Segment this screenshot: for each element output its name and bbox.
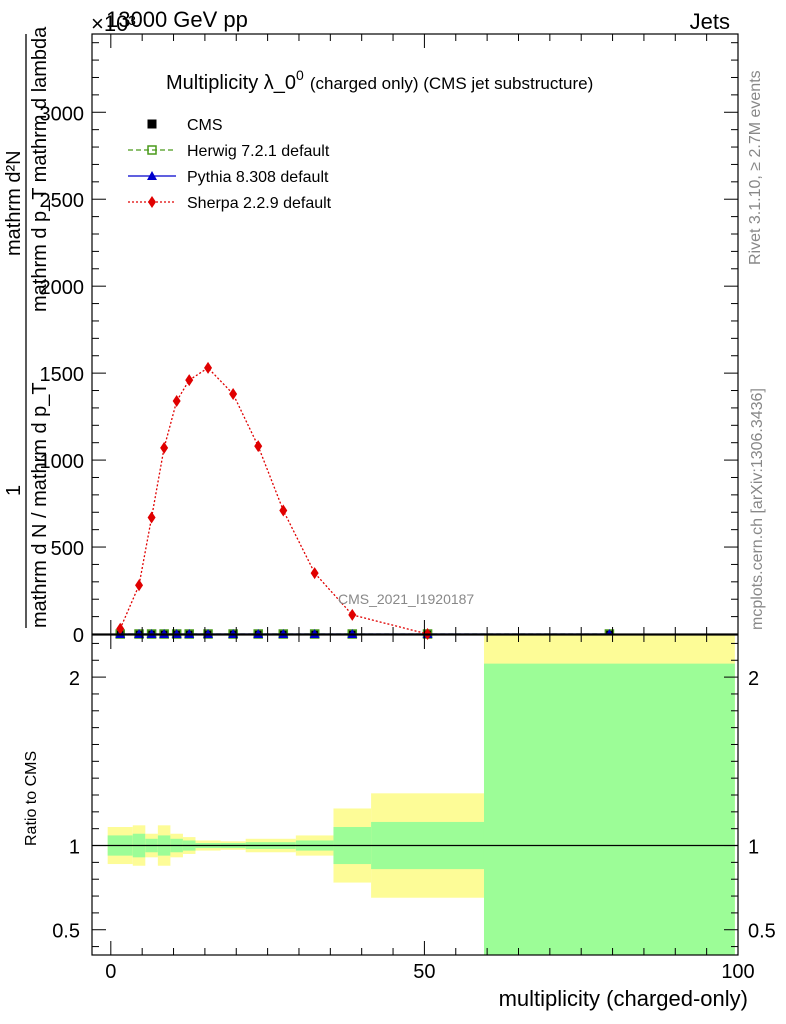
rivet-label: Rivet 3.1.10, ≥ 2.7M events xyxy=(747,70,764,265)
x-tick-label: 0 xyxy=(105,961,116,983)
data-point xyxy=(172,394,181,407)
main-y-tick-label: 500 xyxy=(51,538,84,560)
y-axis-title-prefactor: 1 xyxy=(3,485,25,496)
data-point xyxy=(116,622,125,635)
ratio-y-tick-label-right: 1 xyxy=(748,837,759,859)
analysis-watermark: CMS_2021_I1920187 xyxy=(338,591,474,607)
legend-marker xyxy=(147,145,157,155)
main-y-tick-label: 3000 xyxy=(40,103,85,125)
x-tick-label: 100 xyxy=(721,961,754,983)
x-tick-label: 50 xyxy=(413,961,435,983)
chart-title: Multiplicity λ_00 (charged only) (CMS jet… xyxy=(166,67,593,94)
data-point xyxy=(229,388,238,400)
chart-title-main: Multiplicity λ_0 xyxy=(166,72,296,94)
main-y-tick-label: 2000 xyxy=(40,277,85,299)
ratio-y-tick-label-right: 2 xyxy=(748,668,759,690)
ratio-y-tick-label: 2 xyxy=(69,668,80,690)
series-sherpa-2-2-9-default xyxy=(116,361,432,640)
ratio-y-tick-label: 1 xyxy=(69,837,80,859)
data-point xyxy=(279,504,288,517)
legend-item: Sherpa 2.2.9 default xyxy=(128,195,332,212)
legend: CMS Herwig 7.2.1 default Pythia 8.308 defa… xyxy=(128,117,332,212)
y-axis-title-denominator: mathrm d p_T mathrm d lambda xyxy=(29,26,51,312)
data-point xyxy=(310,567,319,580)
legend-marker xyxy=(147,171,157,180)
legend-marker xyxy=(147,119,157,129)
exponent-label: ×10³ xyxy=(91,11,136,36)
chart-title-sup: 0 xyxy=(296,67,304,83)
data-point xyxy=(135,579,144,592)
main-axes: 0 500 1000 1500 2000 2500 3000 xyxy=(40,33,739,647)
legend-item: CMS xyxy=(147,117,223,134)
main-y-tick-label: 1000 xyxy=(40,451,85,473)
legend-marker xyxy=(148,196,156,208)
x-axis-title: multiplicity (charged-only) xyxy=(499,986,748,1011)
energy-label: 13000 GeV pp xyxy=(106,7,248,32)
ratio-bands-layer xyxy=(92,635,738,955)
legend-label: CMS xyxy=(187,117,223,134)
process-label: Jets xyxy=(690,9,730,34)
ratio-y-tick-label: 0.5 xyxy=(52,921,80,943)
main-y-tick-label: 2500 xyxy=(40,190,85,212)
mcplots-label: mcplots.cern.ch [arXiv:1306.3436] xyxy=(749,388,766,630)
data-point xyxy=(254,440,263,453)
legend-label: Herwig 7.2.1 default xyxy=(187,143,330,160)
legend-item: Pythia 8.308 default xyxy=(128,169,329,186)
ratio-axes: 0 50 100 0.5 0.5 1 1 2 2 xyxy=(52,634,776,983)
ratio-y-axis-title: Ratio to CMS xyxy=(23,751,40,846)
main-y-tick-label: 0 xyxy=(73,625,84,647)
data-point xyxy=(160,441,169,454)
legend-label: Pythia 8.308 default xyxy=(187,169,329,186)
data-point xyxy=(204,361,213,374)
chart-title-rest: (charged only) (CMS jet substructure) xyxy=(310,74,593,93)
main-y-tick-label: 1500 xyxy=(40,364,85,386)
y-axis-title-bottom: mathrm d N / mathrm d p_T xyxy=(29,382,51,628)
legend-item: Herwig 7.2.1 default xyxy=(128,143,330,160)
ratio-y-tick-label-right: 0.5 xyxy=(748,921,776,943)
data-point xyxy=(185,374,194,387)
data-point xyxy=(348,608,357,621)
y-axis-title-numerator: mathrm d²N xyxy=(3,150,25,256)
main-frame xyxy=(91,33,739,635)
data-point xyxy=(147,511,156,524)
legend-label: Sherpa 2.2.9 default xyxy=(187,195,332,212)
ratio-stat-band xyxy=(483,663,735,955)
